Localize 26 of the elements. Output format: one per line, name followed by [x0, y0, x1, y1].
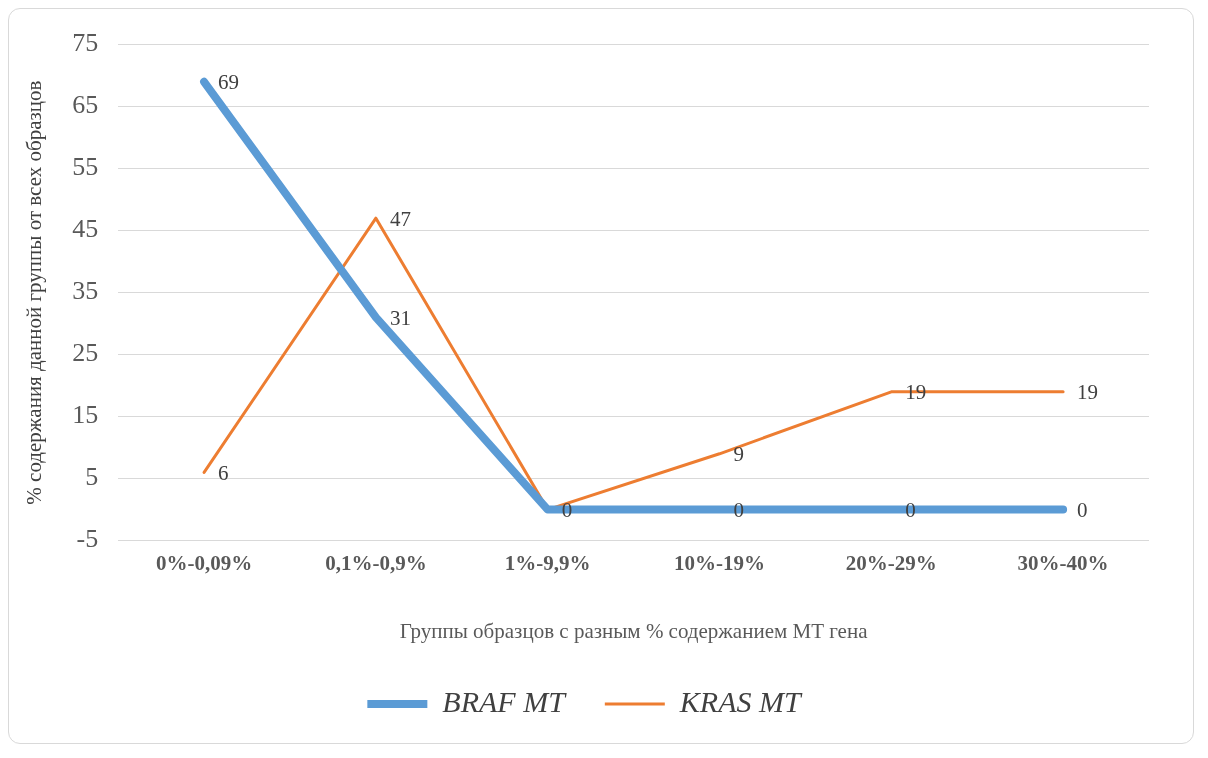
x-tick-label: 20%-29%	[845, 550, 937, 575]
legend-label: KRAS MT	[678, 684, 803, 718]
data-label: 31	[389, 305, 411, 330]
data-label: 9	[733, 442, 744, 467]
y-axis-title: % содержания данной группы от всех образцов	[22, 80, 47, 505]
data-label: 0	[1077, 498, 1088, 523]
data-label: 19	[1077, 380, 1099, 405]
y-tick-label: 75	[72, 28, 99, 58]
x-tick-label: 0,1%-0,9%	[325, 550, 427, 575]
y-tick-label: 35	[72, 276, 99, 306]
y-tick-label: 15	[72, 400, 99, 430]
x-tick-label: 10%-19%	[674, 550, 765, 575]
data-label: 69	[218, 70, 240, 95]
data-label: 47	[389, 206, 411, 231]
y-tick-label: -5	[76, 524, 99, 554]
y-tick-label: 25	[72, 338, 99, 368]
legend-label: BRAF MT	[442, 684, 568, 718]
y-tick-label: 55	[72, 152, 99, 182]
y-tick-label: 65	[72, 90, 99, 120]
x-tick-label: 0%-0,09%	[155, 550, 253, 575]
x-tick-label: 30%-40%	[1017, 550, 1109, 575]
y-tick-label: 45	[72, 214, 99, 244]
x-axis-title: Группы образцов с разным % содержанием МТ гена	[399, 618, 869, 643]
y-tick-label: 5	[85, 462, 99, 492]
x-tick-label: 1%-9,9%	[504, 550, 591, 575]
data-label: 6	[218, 460, 229, 485]
